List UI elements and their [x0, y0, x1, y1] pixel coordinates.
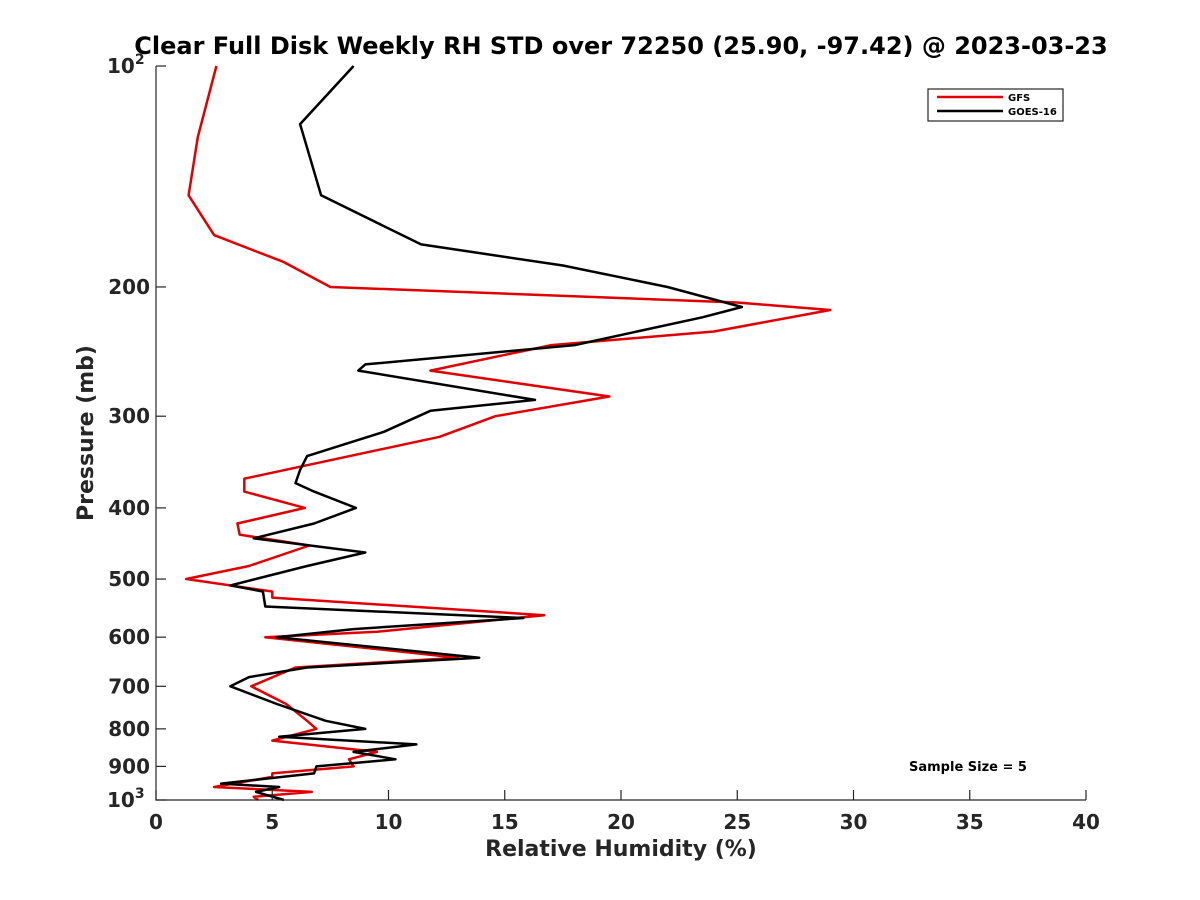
- series-line-goes16: [219, 65, 744, 802]
- x-tick-label: 35: [956, 810, 984, 834]
- x-tick-label: 40: [1072, 810, 1100, 834]
- y-tick-exponent: 3: [135, 786, 145, 802]
- x-tick-label: 10: [375, 810, 403, 834]
- legend-box: [927, 88, 1064, 122]
- x-axis: 0 5 10 15 20 25 30 35 40: [149, 790, 1100, 834]
- legend-label-goes16: GOES-16: [1008, 107, 1057, 118]
- y-tick-label: 900: [108, 754, 150, 778]
- x-tick-label: 0: [149, 810, 163, 834]
- x-tick-label: 25: [723, 810, 751, 834]
- y-tick-exponent: 2: [135, 52, 145, 68]
- y-tick-label: 200: [108, 275, 150, 299]
- x-tick-label: 15: [491, 810, 519, 834]
- legend: GFS GOES-16: [927, 88, 1064, 122]
- y-tick-label: 600: [108, 625, 150, 649]
- x-tick-label: 20: [607, 810, 635, 834]
- y-tick-label: 300: [108, 404, 150, 428]
- sample-size-annotation: Sample Size = 5: [909, 760, 1027, 775]
- plot-area: 0 5 10 15 20 25 30 35 40 10220030040050060070080…: [107, 52, 1100, 834]
- y-tick-label: 400: [108, 496, 150, 520]
- series-line-gfs: [184, 65, 832, 802]
- y-tick-label: 500: [108, 567, 150, 591]
- x-tick-label: 30: [840, 810, 868, 834]
- series-group: [184, 65, 832, 802]
- y-axis-label: Pressure (mb): [74, 345, 99, 521]
- chart-title: Clear Full Disk Weekly RH STD over 72250…: [134, 32, 1107, 60]
- y-tick-label: 800: [108, 717, 150, 741]
- x-tick-label: 5: [265, 810, 279, 834]
- x-axis-label: Relative Humidity (%): [485, 837, 757, 862]
- legend-label-gfs: GFS: [1008, 93, 1030, 104]
- y-tick-label: 700: [108, 674, 150, 698]
